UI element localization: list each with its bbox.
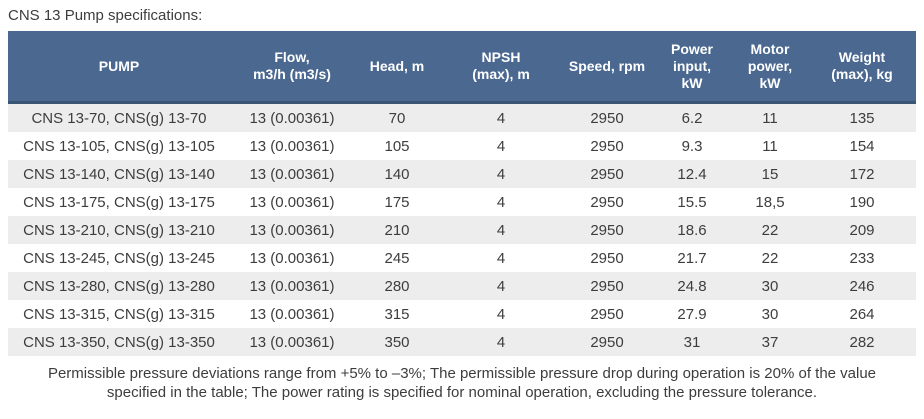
power-input-cell: 15.5 <box>677 193 707 211</box>
power-input-cell: 12.4 <box>677 165 707 183</box>
column-header-flow: Flow, m3/h (m3/s) <box>230 31 354 104</box>
flow-cell: 13 (0.00361) <box>249 305 335 323</box>
weight-cell: 246 <box>849 277 875 295</box>
weight-cell: 154 <box>849 137 875 155</box>
motor-power-cell: 11 <box>762 109 778 127</box>
npsh-cell: 4 <box>496 249 506 267</box>
pump-name-cell: CNS 13-140, CNS(g) 13-140 <box>23 165 215 183</box>
power-input-cell: 24.8 <box>677 277 707 295</box>
table-row: CNS 13-140, CNS(g) 13-140 13 (0.00361) 1… <box>8 160 916 188</box>
weight-cell: 135 <box>849 109 875 127</box>
pump-name-cell: CNS 13-245, CNS(g) 13-245 <box>23 249 215 267</box>
weight-cell: 209 <box>849 221 875 239</box>
column-header-pump: PUMP <box>8 31 230 104</box>
head-cell: 350 <box>384 333 410 351</box>
table-row: CNS 13-245, CNS(g) 13-245 13 (0.00361) 2… <box>8 244 916 272</box>
speed-cell: 2950 <box>590 249 624 267</box>
npsh-cell: 4 <box>496 193 506 211</box>
head-cell: 315 <box>384 305 410 323</box>
speed-cell: 2950 <box>590 193 624 211</box>
flow-cell: 13 (0.00361) <box>249 165 335 183</box>
npsh-cell: 4 <box>496 137 506 155</box>
speed-cell: 2950 <box>590 277 624 295</box>
power-input-cell: 18.6 <box>677 221 707 239</box>
motor-power-cell: 11 <box>762 137 778 155</box>
power-input-cell: 9.3 <box>681 137 703 155</box>
weight-cell: 172 <box>849 165 875 183</box>
power-input-cell: 31 <box>683 333 701 351</box>
weight-cell: 233 <box>849 249 875 267</box>
pump-name-cell: CNS 13-70, CNS(g) 13-70 <box>31 109 207 127</box>
column-header-weight: Weight (max), kg <box>808 31 916 104</box>
column-header-head: Head, m <box>354 31 440 104</box>
power-input-cell: 6.2 <box>681 109 703 127</box>
column-header-npsh: NPSH (max), m <box>440 31 562 104</box>
table-row: CNS 13-210, CNS(g) 13-210 13 (0.00361) 2… <box>8 216 916 244</box>
table-header: PUMP Flow, m3/h (m3/s) Head, m NPSH (max… <box>8 31 916 104</box>
speed-cell: 2950 <box>590 221 624 239</box>
pump-name-cell: CNS 13-210, CNS(g) 13-210 <box>23 221 215 239</box>
column-header-speed: Speed, rpm <box>562 31 652 104</box>
pump-name-cell: CNS 13-175, CNS(g) 13-175 <box>23 193 215 211</box>
speed-cell: 2950 <box>590 333 624 351</box>
flow-cell: 13 (0.00361) <box>249 249 335 267</box>
head-cell: 245 <box>384 249 410 267</box>
motor-power-cell: 30 <box>761 277 779 295</box>
head-cell: 280 <box>384 277 410 295</box>
speed-cell: 2950 <box>590 137 624 155</box>
weight-cell: 264 <box>849 305 875 323</box>
motor-power-cell: 22 <box>761 249 779 267</box>
flow-cell: 13 (0.00361) <box>249 109 335 127</box>
column-header-power-input: Power input, kW <box>652 31 732 104</box>
pump-spec-table: PUMP Flow, m3/h (m3/s) Head, m NPSH (max… <box>8 31 916 356</box>
head-cell: 210 <box>384 221 410 239</box>
flow-cell: 13 (0.00361) <box>249 137 335 155</box>
table-row: CNS 13-280, CNS(g) 13-280 13 (0.00361) 2… <box>8 272 916 300</box>
flow-cell: 13 (0.00361) <box>249 333 335 351</box>
header-row: PUMP Flow, m3/h (m3/s) Head, m NPSH (max… <box>8 31 916 104</box>
pump-name-cell: CNS 13-315, CNS(g) 13-315 <box>23 305 215 323</box>
head-cell: 70 <box>388 109 406 127</box>
table-row: CNS 13-350, CNS(g) 13-350 13 (0.00361) 3… <box>8 328 916 356</box>
table-body: CNS 13-70, CNS(g) 13-70 13 (0.00361) 70 … <box>8 102 916 356</box>
motor-power-cell: 18,5 <box>755 193 785 211</box>
head-cell: 105 <box>384 137 410 155</box>
power-input-cell: 27.9 <box>677 305 707 323</box>
npsh-cell: 4 <box>496 109 506 127</box>
column-header-motor-power: Motor power, kW <box>732 31 808 104</box>
npsh-cell: 4 <box>496 305 506 323</box>
motor-power-cell: 30 <box>761 305 779 323</box>
power-input-cell: 21.7 <box>677 249 707 267</box>
npsh-cell: 4 <box>496 333 506 351</box>
table-row: CNS 13-105, CNS(g) 13-105 13 (0.00361) 1… <box>8 132 916 160</box>
motor-power-cell: 37 <box>761 333 779 351</box>
pump-name-cell: CNS 13-105, CNS(g) 13-105 <box>23 137 215 155</box>
weight-cell: 282 <box>849 333 875 351</box>
table-footnote: Permissible pressure deviations range fr… <box>47 365 877 401</box>
motor-power-cell: 15 <box>761 165 779 183</box>
speed-cell: 2950 <box>590 305 624 323</box>
table-row: CNS 13-70, CNS(g) 13-70 13 (0.00361) 70 … <box>8 102 916 132</box>
table-caption: CNS 13 Pump specifications: <box>8 7 203 24</box>
npsh-cell: 4 <box>496 221 506 239</box>
head-cell: 140 <box>384 165 410 183</box>
flow-cell: 13 (0.00361) <box>249 277 335 295</box>
motor-power-cell: 22 <box>761 221 779 239</box>
pump-name-cell: CNS 13-280, CNS(g) 13-280 <box>23 277 215 295</box>
pump-name-cell: CNS 13-350, CNS(g) 13-350 <box>23 333 215 351</box>
flow-cell: 13 (0.00361) <box>249 193 335 211</box>
flow-cell: 13 (0.00361) <box>249 221 335 239</box>
npsh-cell: 4 <box>496 277 506 295</box>
table-row: CNS 13-315, CNS(g) 13-315 13 (0.00361) 3… <box>8 300 916 328</box>
weight-cell: 190 <box>849 193 875 211</box>
speed-cell: 2950 <box>590 109 624 127</box>
head-cell: 175 <box>384 193 410 211</box>
table-row: CNS 13-175, CNS(g) 13-175 13 (0.00361) 1… <box>8 188 916 216</box>
npsh-cell: 4 <box>496 165 506 183</box>
speed-cell: 2950 <box>590 165 624 183</box>
